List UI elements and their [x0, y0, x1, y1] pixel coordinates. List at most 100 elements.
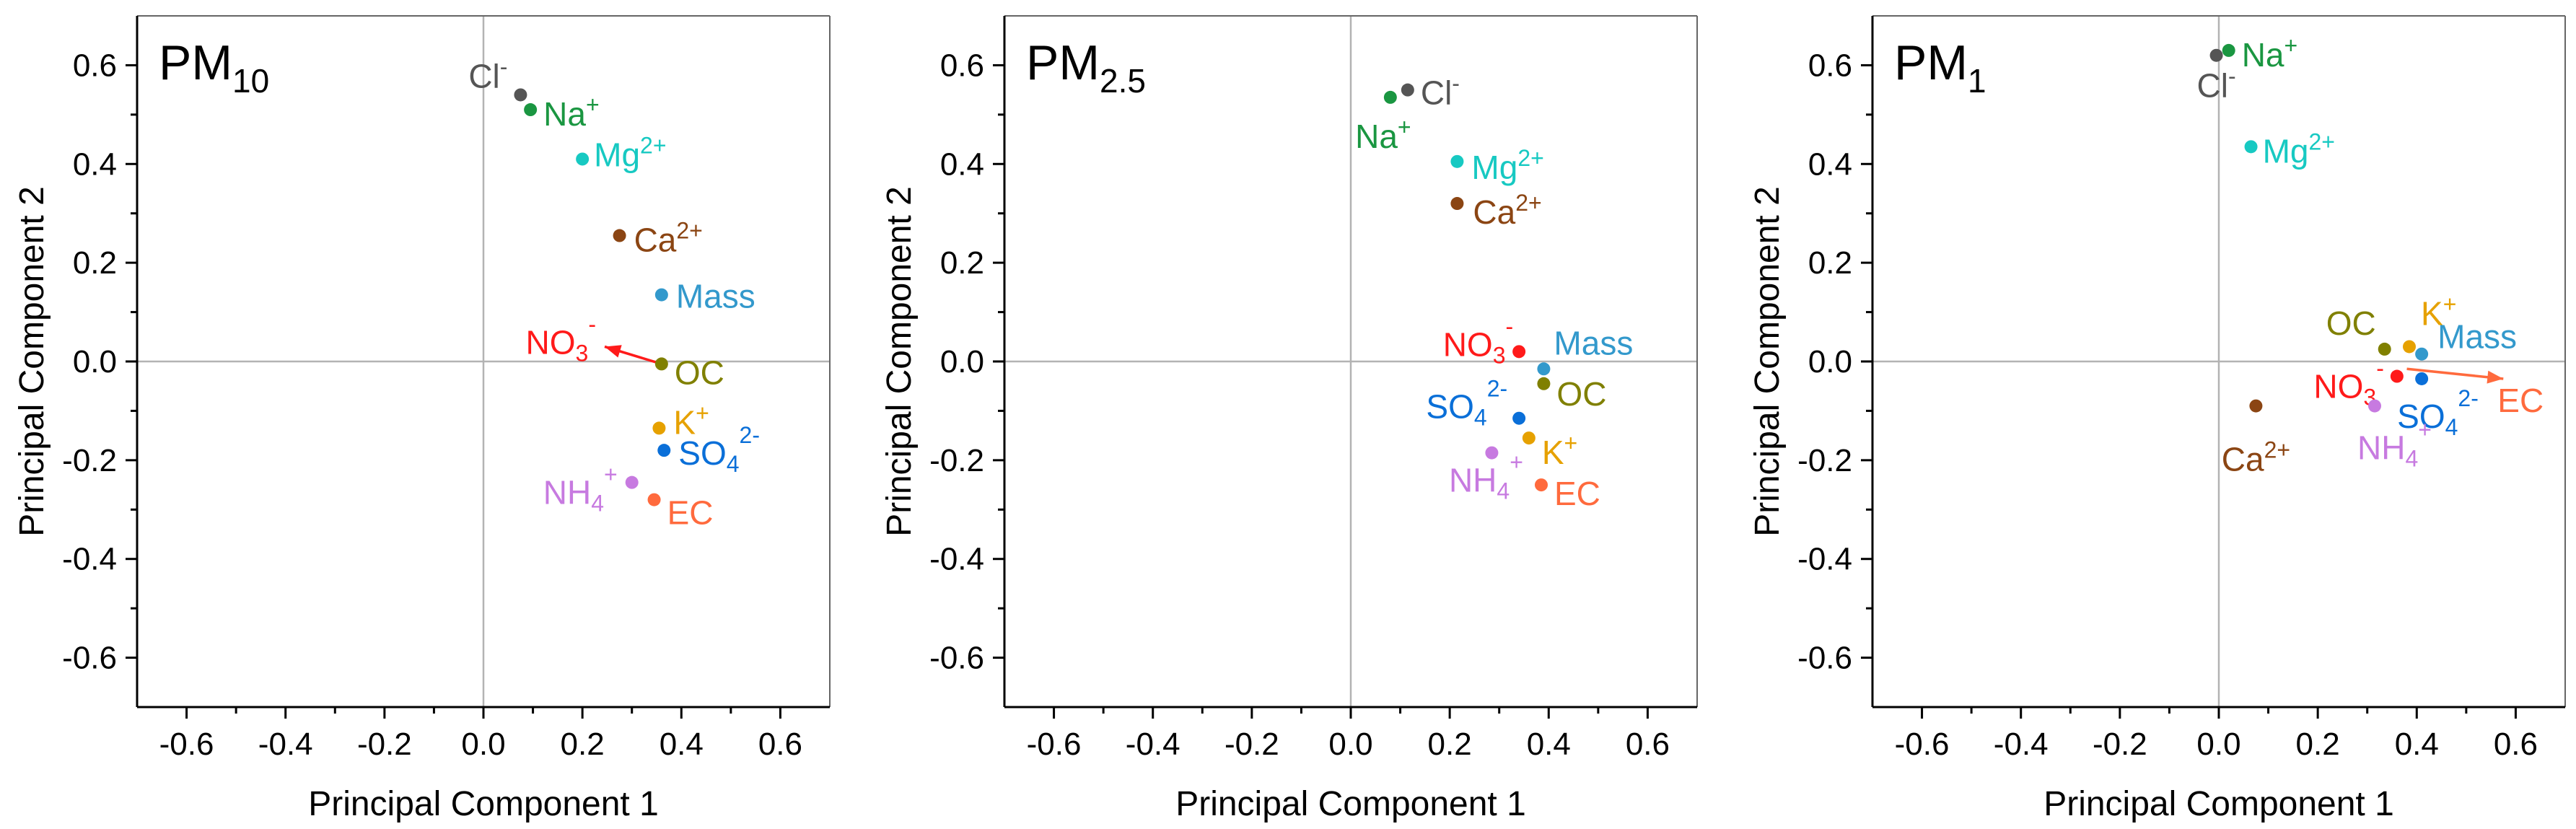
- point-oc-label: OC: [1556, 375, 1606, 413]
- point-k-ion: [652, 421, 666, 435]
- point-so4-ion-label: SO42-: [2397, 385, 2479, 440]
- x-tick-label: -0.6: [1027, 727, 1082, 762]
- loading-vector-ec: [2406, 367, 2504, 380]
- y-tick-label: -0.2: [62, 443, 117, 478]
- y-tick-label: -0.4: [62, 542, 117, 577]
- y-tick-label: -0.6: [62, 641, 117, 676]
- point-mg-ion-label: Mg2+: [2263, 128, 2335, 170]
- x-tick-label: -0.2: [2093, 727, 2147, 762]
- point-mass: [2415, 347, 2429, 361]
- point-oc: [1537, 377, 1551, 390]
- point-cl-ion-label: Cl-: [2197, 63, 2236, 105]
- point-mg-ion-label: Mg2+: [594, 132, 666, 173]
- panel-title: PM1: [1894, 35, 1986, 100]
- arrowhead-no3-ion: [605, 345, 622, 358]
- x-tick-label: -0.4: [1126, 727, 1180, 762]
- point-na-ion: [524, 103, 538, 117]
- x-tick-label: -0.6: [159, 727, 214, 762]
- panel-pm2-5: -0.6 -0.4 -0.2 0.0 0.2 0.4 0.6 -0.6 -0.4 -0.2 0.0 0…: [880, 15, 1698, 823]
- x-tick-label: 0.4: [660, 727, 704, 762]
- point-cl-ion: [2209, 48, 2223, 62]
- point-nh4-ion-label: NH4+: [543, 462, 618, 517]
- x-axis-title: Principal Component 1: [2043, 785, 2394, 823]
- point-oc-label: OC: [675, 354, 724, 391]
- point-cl-ion-label: Cl-: [1421, 71, 1460, 112]
- x-tick-label: 0.0: [1328, 727, 1372, 762]
- point-nh4-ion-label: NH4+: [2357, 417, 2432, 472]
- point-no3-ion-label: NO3-: [1443, 313, 1513, 368]
- point-mg-ion: [1450, 154, 1464, 168]
- x-tick-label: 0.2: [1428, 727, 1472, 762]
- point-oc: [654, 357, 668, 371]
- x-tick-label: 0.4: [2395, 727, 2439, 762]
- y-tick-label: 0.2: [73, 245, 117, 281]
- point-cl-ion-label: Cl-: [468, 53, 507, 95]
- y-tick-label: -0.2: [929, 443, 984, 478]
- y-tick-label: 0.2: [1808, 245, 1852, 281]
- vector-ec-label: EC: [2497, 382, 2544, 419]
- point-ca-ion: [613, 229, 626, 242]
- y-tick-label: 0.6: [940, 48, 984, 83]
- point-k-ion-label: K+: [1542, 430, 1577, 471]
- y-tick-label: 0.0: [1808, 344, 1852, 380]
- point-so4-ion-label: SO42-: [678, 422, 760, 477]
- x-tick-label: -0.4: [258, 727, 313, 762]
- point-k-ion: [1522, 431, 1535, 445]
- point-no3-ion-label: NO3-: [2313, 356, 2383, 411]
- y-tick-label: 0.6: [1808, 48, 1852, 83]
- y-tick-label: 0.0: [940, 344, 984, 380]
- point-ca-ion-label: Ca2+: [634, 218, 703, 259]
- point-mass: [1537, 362, 1551, 376]
- point-mg-ion: [576, 152, 590, 166]
- point-no3-ion: [1512, 345, 1526, 359]
- point-na-ion-label: Na+: [543, 92, 600, 133]
- arrowhead-ec: [2487, 370, 2504, 384]
- panel-title: PM10: [159, 35, 269, 100]
- x-tick-label: 0.6: [1626, 727, 1670, 762]
- x-tick-label: 0.0: [461, 727, 505, 762]
- point-nh4-ion: [1485, 446, 1499, 460]
- y-tick-label: 0.6: [73, 48, 117, 83]
- point-ec-label: EC: [1554, 475, 1600, 512]
- point-ec-label: EC: [667, 494, 714, 532]
- point-mass: [654, 288, 668, 302]
- point-cl-ion: [1401, 83, 1414, 97]
- point-ca-ion: [1450, 197, 1464, 211]
- x-tick-label: 0.4: [1527, 727, 1571, 762]
- point-so4-ion-label: SO42-: [1426, 376, 1507, 431]
- x-tick-label: -0.2: [357, 727, 412, 762]
- y-tick-label: 0.0: [73, 344, 117, 380]
- x-tick-label: 0.6: [2494, 727, 2538, 762]
- point-nh4-ion: [2368, 399, 2381, 413]
- point-ca-ion: [2249, 399, 2263, 413]
- point-oc-label: OC: [2326, 304, 2376, 342]
- y-tick-label: 0.2: [940, 245, 984, 281]
- y-tick-label: -0.2: [1797, 443, 1852, 478]
- x-tick-label: -0.6: [1895, 727, 1950, 762]
- panel-title: PM2.5: [1026, 35, 1146, 100]
- x-tick-label: -0.2: [1225, 727, 1279, 762]
- x-tick-label: -0.4: [1994, 727, 2049, 762]
- point-so4-ion: [2415, 372, 2429, 385]
- point-k-ion-label: K+: [673, 400, 709, 441]
- x-tick-label: 0.0: [2196, 727, 2240, 762]
- y-axis-title: Principal Component 2: [1748, 186, 1787, 537]
- y-axis-title: Principal Component 2: [880, 186, 919, 537]
- point-ec: [1535, 478, 1548, 492]
- y-tick-label: 0.4: [73, 146, 117, 182]
- point-oc: [2378, 342, 2391, 356]
- y-axis-title: Principal Component 2: [13, 186, 51, 537]
- point-nh4-ion: [625, 475, 639, 489]
- point-nh4-ion-label: NH4+: [1449, 449, 1523, 504]
- point-mass-label: Mass: [676, 278, 755, 315]
- point-mass-label: Mass: [1554, 324, 1633, 361]
- point-na-ion-label: Na+: [1355, 114, 1411, 155]
- point-na-ion: [2222, 43, 2235, 57]
- y-tick-label: -0.4: [929, 542, 984, 577]
- vector-no3-ion-label: NO3-: [526, 311, 596, 366]
- point-na-ion-label: Na+: [2242, 32, 2298, 74]
- x-tick-label: 0.6: [758, 727, 802, 762]
- point-so4-ion: [1512, 411, 1526, 425]
- point-ca-ion-label: Ca2+: [1473, 190, 1541, 231]
